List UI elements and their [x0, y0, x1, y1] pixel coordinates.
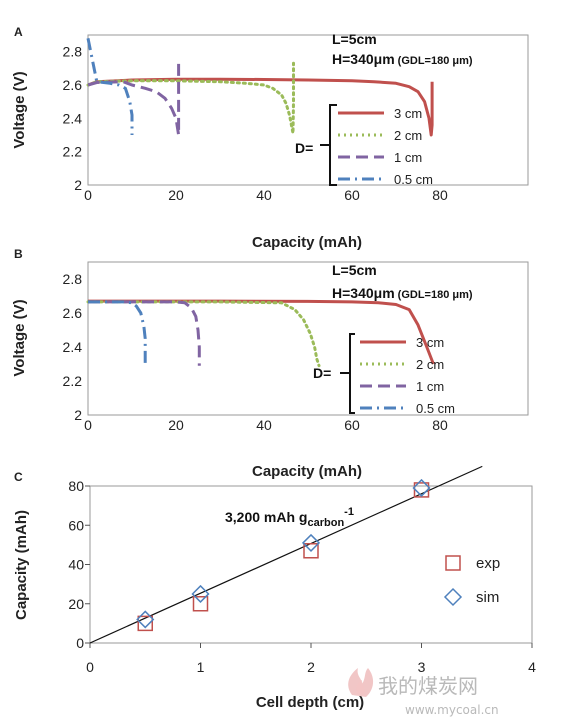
panel-a-y-axis-label: Voltage (V): [11, 71, 28, 148]
panel-b-y-tick-label: 2.6: [63, 305, 83, 321]
panel-a-x-tick-label: 80: [432, 187, 448, 203]
panel-a-axes: 0 20 40 60 80 2 2.2 2.4 2.6 2.8: [63, 44, 448, 203]
panel-c-point-sim: [412, 478, 431, 498]
panel-c-y-tick-label: 0: [76, 635, 84, 651]
panel-b-legend-label: 1 cm: [416, 379, 444, 394]
panel-b-annotation-height-main: H=340μm: [332, 285, 395, 301]
panel-c-x-tick-label: 0: [86, 659, 94, 675]
panel-a-x-tick-label: 20: [168, 187, 184, 203]
panel-a-y-tick-label: 2.2: [63, 144, 83, 160]
panel-c-x-tick-label: 1: [197, 659, 205, 675]
panel-a-annotation-height-main: H=340μm: [332, 51, 395, 67]
panel-b-x-tick-label: 40: [256, 417, 272, 433]
panel-a-legend-label: 3 cm: [394, 106, 422, 121]
panel-a-legend-prefix: D=: [295, 140, 313, 156]
panel-c-annotation-sub: carbon: [307, 517, 344, 529]
panel-c-point-exp: [192, 596, 209, 612]
panel-b-series-line: [86, 300, 321, 368]
panel-b-y-tick-label: 2.2: [63, 373, 83, 389]
panel-b-plot: [86, 299, 435, 368]
panel-a-x-axis-label: Capacity (mAh): [252, 234, 362, 251]
panel-c-point-exp: [303, 543, 319, 559]
panel-c-y-axis-label: Capacity (mAh): [13, 510, 30, 620]
panel-b-y-tick-label: 2: [74, 407, 82, 423]
panel-a-annotation-gdl: (GDL=180 μm): [398, 55, 473, 67]
panel-a-series-line: [86, 61, 295, 135]
panel-b-series-line: [88, 300, 201, 366]
panel-b-legend-label: 3 cm: [416, 335, 444, 350]
panel-c-annotation-main: 3,200 mAh g: [225, 509, 307, 525]
panel-c-y-tick-label: 80: [68, 478, 84, 494]
panel-c-legend-marker-sim: [443, 587, 463, 607]
panel-c-x-tick-label: 3: [418, 659, 426, 675]
panel-a-series-line: [87, 63, 181, 137]
panel-a-y-tick-label: 2: [74, 177, 82, 193]
panel-a-series-line: [86, 38, 134, 135]
panel-a-legend-label: 2 cm: [394, 128, 422, 143]
panel-c-legend-label: sim: [476, 589, 499, 606]
panel-b-annotation-height: H=340μm (GDL=180 μm): [332, 285, 473, 301]
panel-c-legend-marker-exp: [445, 555, 461, 571]
watermark-text: 我的煤炭网: [378, 674, 478, 698]
panel-c-x-axis-label: Cell depth (cm): [256, 694, 364, 711]
panel-c-plot: [89, 465, 483, 644]
panel-b-legend: 3 cm 2 cm 1 cm 0.5 cm: [360, 335, 455, 416]
panel-a-annotation-length: L=5cm: [332, 31, 377, 47]
panel-c-frame: [89, 485, 533, 644]
panel-c-annotation: 3,200 mAh gcarbon-1: [225, 506, 354, 529]
panel-b-annotation-gdl: (GDL=180 μm): [398, 289, 473, 301]
watermark-url: www.mycoal.cn: [405, 703, 499, 717]
panel-c-x-tick-label: 4: [528, 659, 536, 675]
panel-b-axes: 0 20 40 60 80 2 2.2 2.4 2.6 2.8: [63, 271, 448, 433]
panel-a-legend-label: 1 cm: [394, 150, 422, 165]
panel-c-point-sim: [136, 610, 155, 629]
panel-c-x-tick-label: 2: [307, 659, 315, 675]
panel-b-y-tick-label: 2.4: [63, 339, 83, 355]
panel-b-x-tick-label: 60: [344, 417, 360, 433]
flame-logo-icon: [348, 668, 374, 697]
panel-a-annotation-height: H=340μm (GDL=180 μm): [332, 51, 473, 67]
panel-c-letter: C: [14, 470, 23, 484]
panel-a-legend-label: 0.5 cm: [394, 172, 433, 187]
panel-b-y-axis-label: Voltage (V): [11, 299, 28, 376]
panel-a-x-tick-label: 0: [84, 187, 92, 203]
panel-b-x-axis-label: Capacity (mAh): [252, 463, 362, 480]
panel-b-annotation-length: L=5cm: [332, 262, 377, 278]
panel-b-x-tick-label: 20: [168, 417, 184, 433]
panel-c-point-exp: [137, 615, 153, 632]
panel-a-x-tick-label: 60: [344, 187, 360, 203]
panel-a-legend: 3 cm 2 cm 1 cm 0.5 cm: [338, 106, 433, 187]
panel-b-frame: [87, 261, 529, 416]
panel-b-y-tick-label: 2.8: [63, 271, 83, 287]
panel-b-x-tick-label: 0: [84, 417, 92, 433]
panel-c-y-tick-label: 40: [68, 557, 84, 573]
panel-c-point-sim: [301, 533, 321, 552]
panel-a-y-tick-label: 2.8: [63, 44, 83, 60]
panel-a-plot: [86, 38, 434, 137]
panel-a-y-tick-label: 2.6: [63, 77, 83, 93]
panel-c-y-tick-label: 20: [68, 596, 84, 612]
panel-a-letter: A: [14, 25, 23, 39]
panel-c-legend-label: exp: [476, 555, 500, 572]
panel-c-point-sim: [191, 584, 210, 603]
panel-c-y-tick-label: 60: [68, 517, 84, 533]
panel-a-frame: [87, 34, 529, 186]
panel-a-y-tick-label: 2.4: [63, 110, 83, 126]
panel-b-letter: B: [14, 247, 23, 261]
panel-c-fit-line: [89, 465, 483, 644]
panel-b-legend-prefix: D=: [313, 365, 331, 381]
panel-b-legend-label: 0.5 cm: [416, 401, 455, 416]
panel-b-x-tick-label: 80: [432, 417, 448, 433]
panel-c-legend: exp sim: [443, 555, 500, 607]
watermark: 我的煤炭网 www.mycoal.cn: [348, 668, 499, 717]
panel-b-legend-label: 2 cm: [416, 357, 444, 372]
panel-a-x-tick-label: 40: [256, 187, 272, 203]
panel-c-annotation-sup: -1: [344, 506, 354, 518]
panel-b-series-line: [88, 300, 147, 366]
